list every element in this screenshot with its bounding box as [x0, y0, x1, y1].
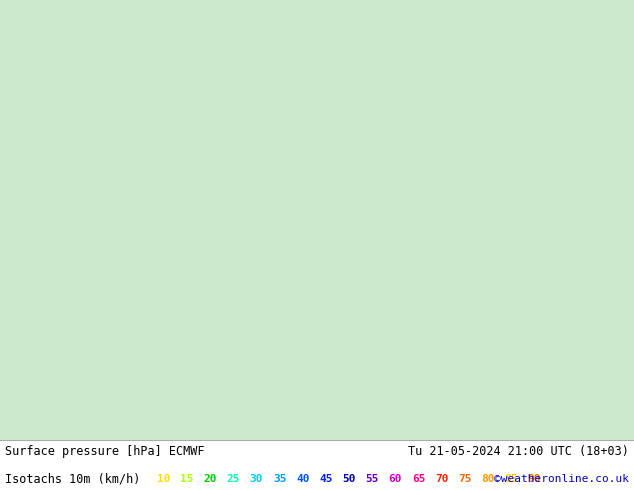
- Text: 40: 40: [296, 474, 309, 484]
- Text: 25: 25: [226, 474, 240, 484]
- Text: 50: 50: [342, 474, 356, 484]
- Text: 15: 15: [180, 474, 194, 484]
- Text: Surface pressure [hPa] ECMWF: Surface pressure [hPa] ECMWF: [5, 444, 205, 458]
- Text: 35: 35: [273, 474, 287, 484]
- Text: Isotachs 10m (km/h): Isotachs 10m (km/h): [5, 472, 141, 486]
- Text: 85: 85: [504, 474, 518, 484]
- Text: 80: 80: [481, 474, 495, 484]
- Text: 65: 65: [411, 474, 425, 484]
- Text: 10: 10: [157, 474, 171, 484]
- Text: 90: 90: [527, 474, 541, 484]
- Text: ©weatheronline.co.uk: ©weatheronline.co.uk: [494, 474, 629, 484]
- Text: 60: 60: [389, 474, 402, 484]
- Text: 20: 20: [204, 474, 217, 484]
- Text: 45: 45: [319, 474, 333, 484]
- Text: 30: 30: [250, 474, 263, 484]
- Text: 70: 70: [435, 474, 448, 484]
- Text: 75: 75: [458, 474, 472, 484]
- Text: 55: 55: [365, 474, 379, 484]
- Text: Tu 21-05-2024 21:00 UTC (18+03): Tu 21-05-2024 21:00 UTC (18+03): [408, 444, 629, 458]
